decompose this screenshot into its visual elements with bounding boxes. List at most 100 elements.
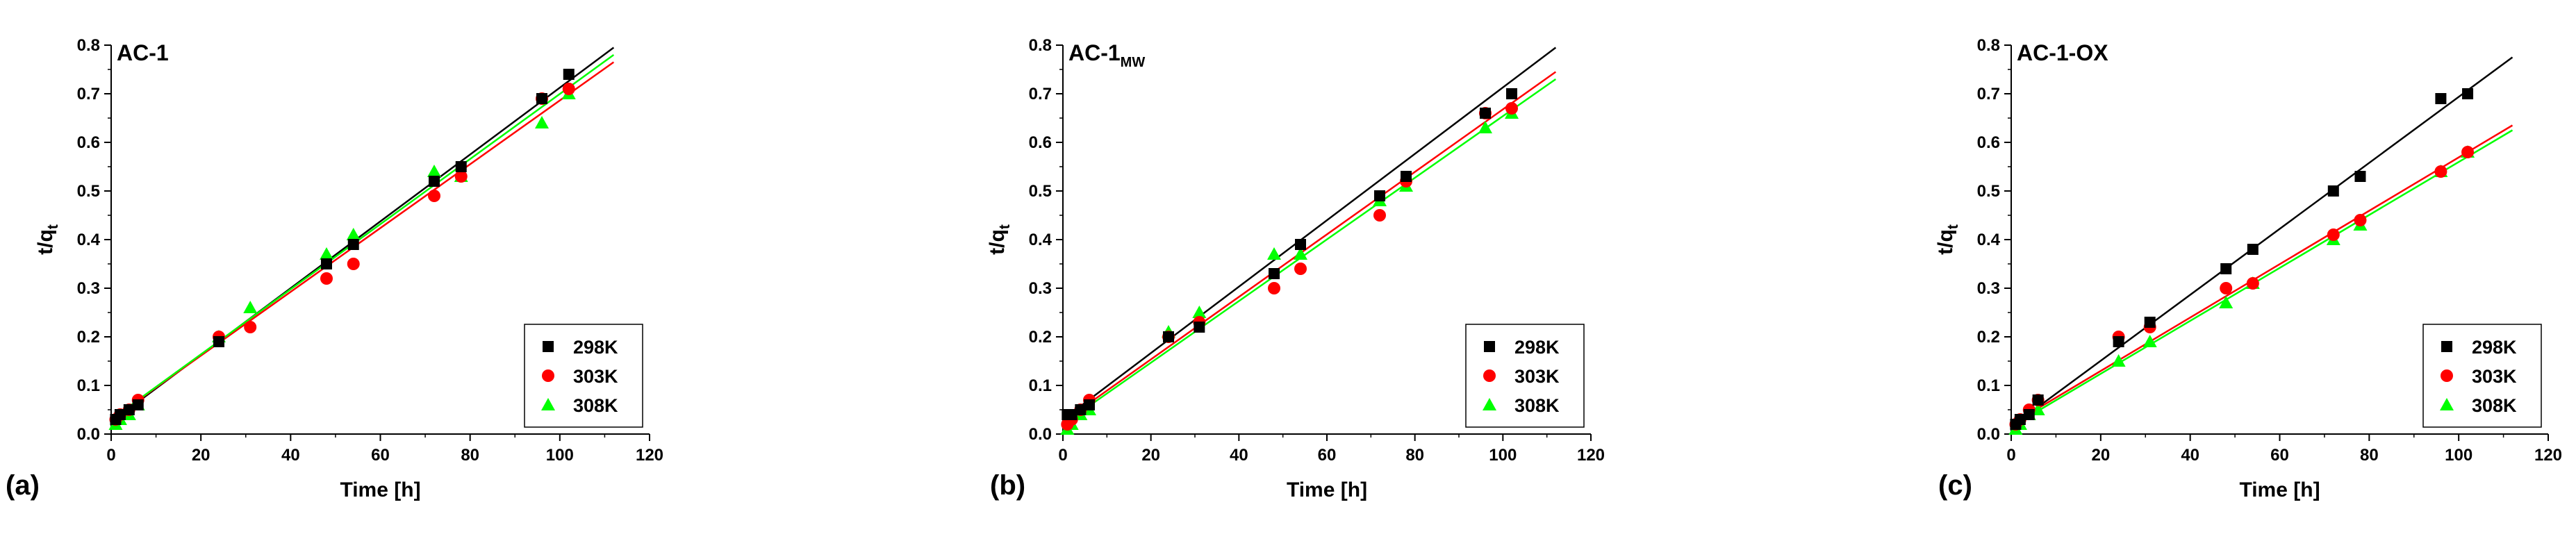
panel-label: (a) (6, 470, 40, 501)
data-point-308K (2111, 354, 2126, 367)
data-point-308K (1294, 247, 1307, 260)
x-tick-label: 100 (2445, 446, 2472, 465)
panel-title-subscript: MW (1121, 55, 1146, 70)
data-point-298K (1269, 268, 1280, 279)
y-tick-label: 0.2 (77, 328, 100, 347)
fit-line-303K (1063, 71, 1557, 423)
data-point-303K (428, 190, 440, 202)
x-tick-label: 120 (2534, 446, 2562, 465)
panel-title-main: AC-1 (117, 40, 169, 65)
panel-label: (b) (990, 470, 1025, 501)
fit-line-298K (2011, 56, 2513, 428)
data-point-298K (2014, 414, 2026, 425)
fit-line-303K (111, 61, 615, 421)
data-point-298K (114, 409, 126, 420)
legend-marker-298K (543, 341, 554, 352)
x-tick-label: 20 (1141, 446, 1160, 465)
y-tick-label: 0.2 (1977, 328, 2000, 347)
data-point-303K (562, 83, 575, 95)
legend-marker-308K (541, 398, 555, 410)
data-point-298K (536, 93, 547, 104)
x-tick-label: 100 (1489, 446, 1517, 465)
data-point-298K (1066, 409, 1078, 420)
data-point-298K (213, 336, 224, 347)
fit-line-308K (2011, 129, 2513, 428)
x-tick-label: 0 (1058, 446, 1067, 465)
legend: 298K 303K 308K (524, 324, 643, 428)
data-point-308K (1478, 121, 1492, 133)
data-point-303K (2220, 282, 2233, 294)
y-tick-label: 0.8 (1977, 36, 2000, 55)
data-point-303K (2246, 277, 2259, 290)
y-axis-title-subscript: t (45, 224, 61, 229)
x-axis-title: Time [h] (340, 478, 420, 501)
y-axis-title: t/qt (986, 224, 1013, 255)
data-point-298K (1506, 88, 1517, 99)
data-point-303K (244, 321, 257, 333)
y-tick-label: 0.7 (77, 85, 100, 103)
data-point-303K (320, 272, 333, 285)
y-tick-label: 0.6 (1029, 133, 1052, 152)
data-point-298K (2462, 88, 2474, 99)
y-tick-label: 0.6 (1977, 133, 2000, 152)
x-tick-label: 40 (2181, 446, 2199, 465)
fit-line-298K (1063, 47, 1557, 420)
chart-panel-1: 0 20 40 60 80 100 120 0.0 0.1 0.2 0.3 0.4 0.5 0.6 0.7 0… (6, 36, 663, 501)
data-point-298K (2144, 317, 2156, 328)
x-axis-title: Time [h] (1287, 478, 1367, 501)
y-tick-label: 0.1 (1029, 376, 1052, 395)
y-tick-label: 0.4 (1029, 231, 1052, 249)
y-tick-label: 0.5 (1029, 182, 1052, 201)
data-point-308K (427, 165, 441, 177)
legend-label: 298K (1514, 337, 1560, 358)
legend-marker-298K (1484, 341, 1495, 352)
chart-panel-2: 0 20 40 60 80 100 120 0.0 0.1 0.2 0.3 0.4 0.5 0.6 0.7 0… (986, 36, 1605, 501)
data-point-298K (1295, 239, 1306, 250)
legend-label: 308K (1514, 395, 1560, 416)
data-point-308K (2142, 335, 2157, 347)
fit-line-303K (2011, 124, 2513, 426)
data-point-298K (1084, 399, 1095, 410)
data-point-303K (1505, 102, 1518, 115)
y-tick-label: 0.1 (1977, 376, 2000, 395)
x-tick-label: 120 (636, 446, 663, 465)
x-tick-label: 40 (281, 446, 300, 465)
x-tick-label: 0 (106, 446, 115, 465)
y-tick-label: 0.3 (1029, 279, 1052, 298)
data-point-298K (123, 404, 135, 415)
x-tick-label: 60 (371, 446, 390, 465)
data-point-298K (2435, 93, 2447, 104)
legend-label: 298K (573, 337, 618, 358)
panel-title: AC-1-OX (2017, 40, 2108, 65)
legend: 298K 303K 308K (1465, 324, 1585, 428)
data-point-308K (1267, 247, 1281, 260)
data-point-303K (2461, 146, 2475, 158)
y-tick-label: 0.2 (1029, 328, 1052, 347)
data-point-298K (1075, 404, 1087, 415)
panel-title-main: AC-1-OX (2017, 40, 2108, 65)
legend-label: 303K (1514, 366, 1560, 387)
data-point-298K (429, 176, 440, 187)
y-tick-label: 0.5 (1977, 182, 2000, 201)
data-point-308K (320, 247, 333, 260)
data-point-298K (2032, 394, 2044, 406)
y-tick-label: 0.0 (1977, 425, 2000, 444)
y-tick-label: 0.7 (1977, 85, 2000, 103)
data-point-298K (132, 399, 144, 410)
y-axis-title-main: t/q (986, 229, 1009, 255)
data-point-308K (346, 228, 361, 240)
y-tick-label: 0.8 (1029, 36, 1052, 55)
x-tick-label: 120 (1577, 446, 1605, 465)
data-point-298K (2354, 171, 2366, 182)
y-tick-label: 0.0 (77, 425, 100, 444)
legend-label: 298K (2472, 337, 2517, 358)
y-axis-title-subscript: t (1945, 224, 1961, 229)
x-tick-label: 20 (2091, 446, 2110, 465)
x-tick-label: 0 (2006, 446, 2015, 465)
data-point-298K (2247, 244, 2259, 255)
data-point-308K (1192, 306, 1207, 318)
data-point-298K (2023, 409, 2035, 420)
data-point-298K (1480, 108, 1491, 119)
legend: 298K 303K 308K (2422, 324, 2542, 428)
